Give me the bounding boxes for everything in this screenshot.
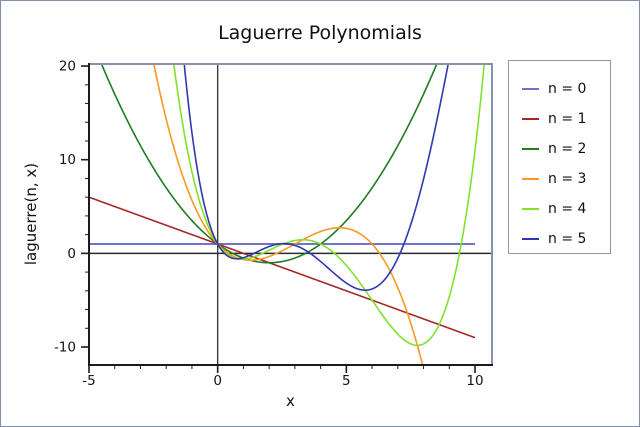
chart-title: Laguerre Polynomials bbox=[218, 22, 422, 44]
x-tick-label: -5 bbox=[82, 373, 95, 389]
x-tick-label: 5 bbox=[342, 373, 351, 389]
y-tick-label: -10 bbox=[54, 340, 76, 356]
y-tick-label: 20 bbox=[59, 59, 76, 75]
curve-n=1 bbox=[89, 196, 476, 339]
legend-item: n = 0 bbox=[509, 74, 610, 104]
y-tick-label: 10 bbox=[59, 152, 76, 168]
legend-swatch-line bbox=[522, 238, 539, 240]
y-tick-label: 0 bbox=[67, 246, 76, 262]
legend-label: n = 5 bbox=[548, 231, 587, 247]
legend-swatch-line bbox=[522, 118, 539, 120]
legend-swatch-line bbox=[522, 88, 539, 90]
legend-item: n = 2 bbox=[509, 134, 610, 164]
legend-item: n = 3 bbox=[509, 164, 610, 194]
legend-label: n = 2 bbox=[548, 141, 587, 157]
x-tick-label: 0 bbox=[213, 373, 222, 389]
legend: n = 0 n = 1 n = 2 n = 3 n = 4 n = 5 bbox=[508, 60, 611, 254]
x-axis-label: x bbox=[286, 392, 295, 410]
curve-n=3 bbox=[153, 64, 424, 365]
legend-item: n = 5 bbox=[509, 224, 610, 254]
curve-n=5 bbox=[183, 64, 450, 291]
x-tick-label: 10 bbox=[466, 373, 483, 389]
legend-swatch-line bbox=[522, 208, 539, 210]
legend-label: n = 3 bbox=[548, 171, 587, 187]
legend-swatch-line bbox=[522, 178, 539, 180]
legend-swatch-line bbox=[522, 148, 539, 150]
legend-label: n = 1 bbox=[548, 111, 587, 127]
legend-label: n = 0 bbox=[548, 81, 587, 97]
curve-n=4 bbox=[172, 64, 486, 347]
legend-item: n = 1 bbox=[509, 104, 610, 134]
legend-item: n = 4 bbox=[509, 194, 610, 224]
curve-n=2 bbox=[100, 64, 438, 264]
legend-label: n = 4 bbox=[548, 201, 587, 217]
